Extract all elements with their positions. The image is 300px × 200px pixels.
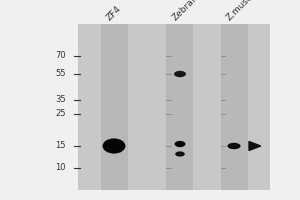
- Text: ZF4: ZF4: [105, 4, 123, 22]
- Ellipse shape: [175, 151, 185, 157]
- Ellipse shape: [174, 71, 186, 77]
- Polygon shape: [249, 142, 261, 150]
- Bar: [78, 24, 270, 190]
- Text: 25: 25: [56, 110, 66, 118]
- Text: 10: 10: [56, 164, 66, 172]
- Bar: [100, 24, 127, 190]
- Text: Z.muscle: Z.muscle: [225, 0, 260, 22]
- Text: 35: 35: [56, 96, 66, 104]
- Ellipse shape: [103, 138, 125, 154]
- Text: 55: 55: [56, 70, 66, 78]
- Text: Zebrafish: Zebrafish: [171, 0, 207, 22]
- Text: 15: 15: [56, 142, 66, 150]
- Ellipse shape: [227, 143, 241, 149]
- Text: 70: 70: [56, 51, 66, 60]
- Ellipse shape: [175, 141, 185, 147]
- Bar: [167, 24, 194, 190]
- Bar: [220, 24, 248, 190]
